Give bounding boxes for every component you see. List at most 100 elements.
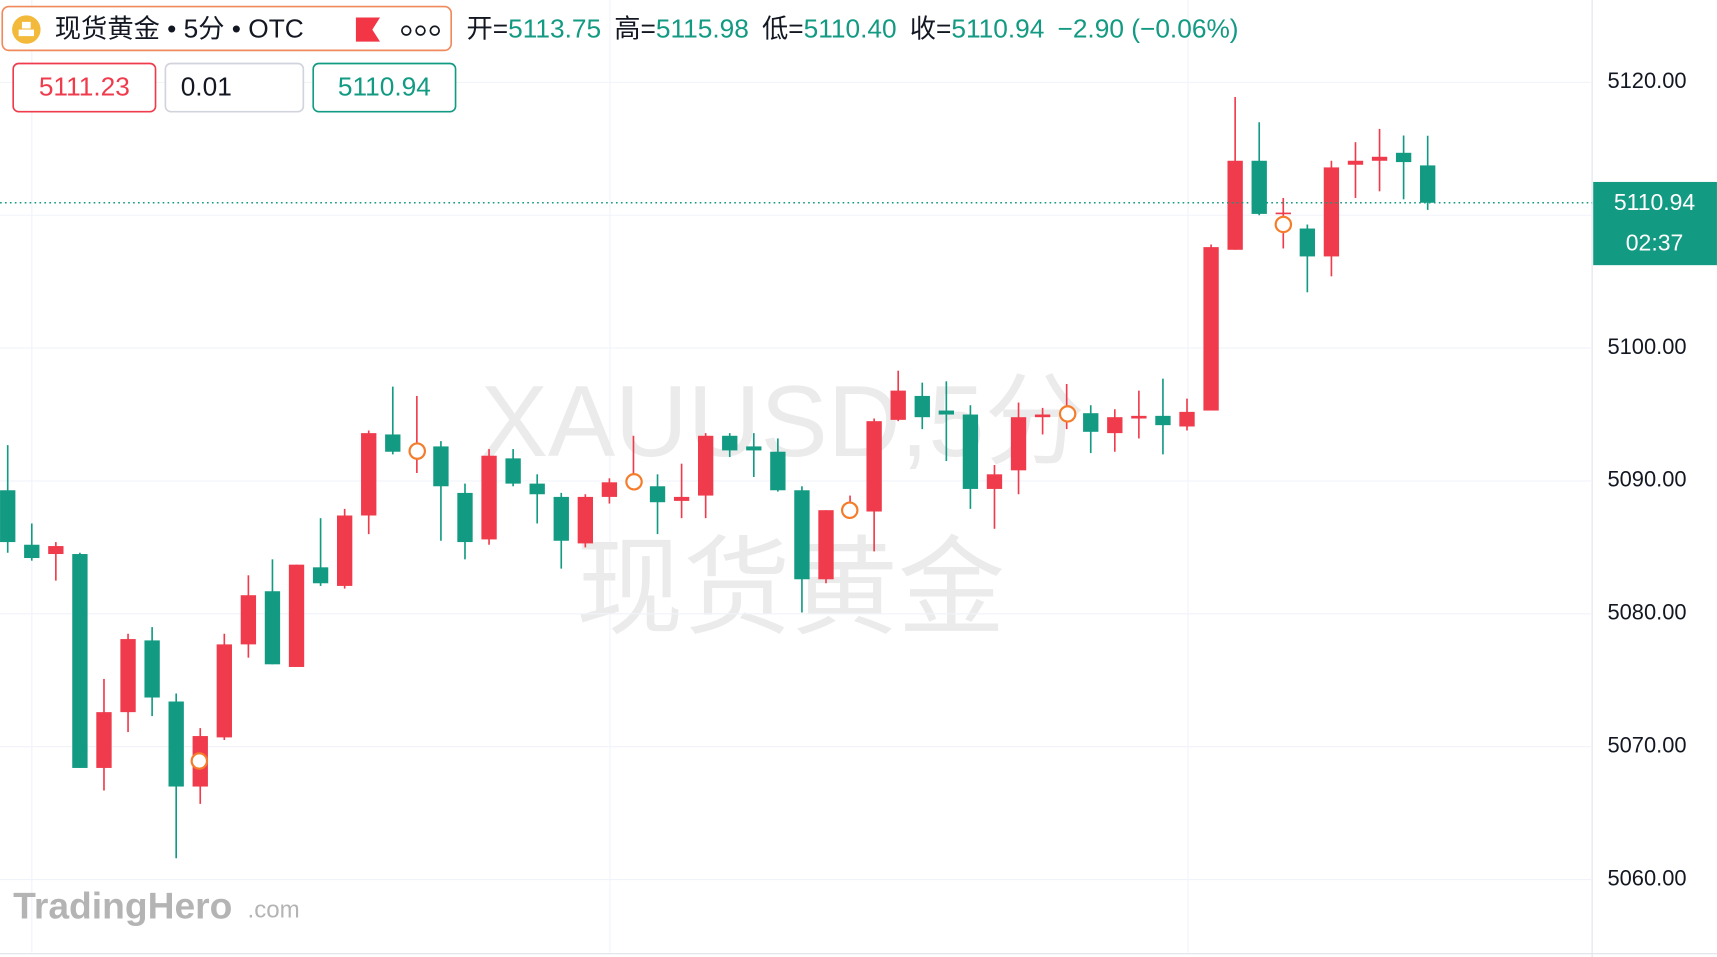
event-marker[interactable] bbox=[190, 752, 209, 770]
buy-button[interactable] bbox=[312, 62, 457, 113]
candle-body bbox=[770, 451, 786, 491]
candle-body bbox=[601, 482, 618, 497]
candle-body bbox=[1371, 156, 1388, 161]
sell-button[interactable] bbox=[12, 62, 157, 113]
candle-body bbox=[1083, 413, 1099, 432]
watermark: XAUUSD,5分 现货黄金 bbox=[481, 366, 1085, 648]
candle-body bbox=[24, 544, 40, 559]
candle-body bbox=[168, 701, 184, 787]
flag-icon[interactable] bbox=[355, 17, 380, 42]
event-markers bbox=[190, 215, 1293, 770]
candle-body bbox=[1131, 415, 1147, 419]
y-tick-label: 5060.00 bbox=[1607, 865, 1686, 890]
ohlc-value: 5110.94 bbox=[951, 14, 1044, 44]
candle-body bbox=[120, 639, 136, 713]
candle-body bbox=[505, 458, 521, 484]
y-tick-label: 5090.00 bbox=[1607, 467, 1686, 492]
candle-body bbox=[1107, 417, 1123, 434]
candle-body bbox=[1275, 212, 1291, 215]
candle-body bbox=[746, 446, 762, 451]
symbol-pill[interactable]: 现货黄金 • 5分 • OTC bbox=[1, 5, 452, 52]
symbol-title: 现货黄金 • 5分 • OTC bbox=[55, 14, 304, 44]
ohlc-label: 高= bbox=[614, 14, 656, 44]
candle-body bbox=[0, 490, 16, 543]
sell-price: 5111.23 bbox=[39, 72, 130, 102]
candle-body bbox=[938, 410, 955, 415]
quantity-input[interactable] bbox=[164, 62, 305, 113]
candle-body bbox=[914, 395, 930, 418]
ohlc-label: 收= bbox=[910, 14, 952, 44]
candle-body bbox=[264, 591, 281, 665]
candle-body bbox=[1203, 247, 1219, 411]
event-marker[interactable] bbox=[1274, 215, 1293, 234]
quantity: 0.01 bbox=[181, 72, 232, 102]
candle-body bbox=[722, 435, 738, 451]
candle-body bbox=[72, 554, 88, 768]
ohlc-label: 低= bbox=[762, 14, 804, 44]
event-marker[interactable] bbox=[840, 501, 859, 520]
logo-name: TradingHero bbox=[13, 885, 232, 927]
candle-body bbox=[890, 390, 906, 420]
candle-body bbox=[1420, 165, 1436, 203]
icon-shape bbox=[18, 29, 34, 37]
countdown: 02:37 bbox=[1626, 229, 1684, 255]
order-panel: 5111.23 0.01 5110.94 bbox=[12, 62, 457, 113]
candle-body bbox=[312, 567, 329, 584]
more-icon bbox=[429, 25, 441, 36]
candle-body bbox=[433, 446, 449, 487]
candle-body bbox=[240, 595, 257, 645]
candle-body bbox=[361, 433, 377, 516]
candle-body bbox=[1227, 160, 1243, 250]
event-marker[interactable] bbox=[408, 442, 426, 460]
ohlc-value: 5115.98 bbox=[656, 14, 749, 44]
candle-body bbox=[529, 483, 545, 495]
candle-body bbox=[457, 492, 473, 543]
candle-body bbox=[818, 510, 834, 580]
candle-body bbox=[144, 640, 160, 698]
candle-body bbox=[1395, 152, 1412, 163]
logo: TradingHero .com bbox=[13, 885, 300, 927]
more-icon[interactable] bbox=[401, 25, 412, 36]
candle-body bbox=[794, 490, 810, 580]
candle-body bbox=[577, 496, 593, 544]
candle-body bbox=[96, 712, 112, 768]
candle-body bbox=[1323, 167, 1340, 257]
grid bbox=[31, 0, 1189, 953]
candle-body bbox=[697, 435, 714, 496]
candle-body bbox=[1299, 228, 1316, 257]
candle-body bbox=[48, 546, 64, 555]
candle-body bbox=[1155, 415, 1171, 426]
candle-body bbox=[1251, 160, 1267, 214]
y-tick-label: 5120.00 bbox=[1607, 68, 1686, 93]
ohlc-label: 开= bbox=[467, 14, 509, 44]
candle-body bbox=[1347, 160, 1364, 165]
event-marker[interactable] bbox=[625, 473, 643, 491]
ohlc-value: 5113.75 bbox=[508, 14, 601, 44]
icon-shape bbox=[21, 21, 31, 29]
last-price-label: 5110.94 bbox=[1614, 189, 1696, 215]
candle-body bbox=[1179, 411, 1195, 427]
candle-body bbox=[1034, 414, 1051, 418]
candle-body bbox=[962, 414, 979, 489]
candle-body bbox=[336, 515, 353, 586]
ohlc-header: 开=5113.75 高=5115.98 低=5110.40 收=5110.94 −2.9… bbox=[467, 14, 1239, 44]
candle-body bbox=[385, 434, 401, 452]
candle-body bbox=[649, 486, 666, 503]
candle-body bbox=[553, 496, 569, 541]
logo-domain: .com bbox=[248, 896, 300, 923]
event-marker[interactable] bbox=[1058, 405, 1077, 423]
candle-body bbox=[986, 474, 1003, 489]
candle-body bbox=[673, 496, 690, 501]
buy-price: 5110.94 bbox=[338, 72, 431, 102]
watermark-name: 现货黄金 bbox=[576, 528, 1005, 648]
ohlc-change: −2.90 (−0.06%) bbox=[1057, 14, 1238, 44]
y-tick-label: 5100.00 bbox=[1607, 334, 1686, 359]
pill-border bbox=[1, 5, 452, 52]
candle-body bbox=[481, 455, 497, 540]
candle-body bbox=[288, 564, 305, 667]
candle-body bbox=[866, 421, 882, 512]
last-price-tag bbox=[1593, 181, 1717, 266]
symbol-icon bbox=[12, 15, 41, 44]
